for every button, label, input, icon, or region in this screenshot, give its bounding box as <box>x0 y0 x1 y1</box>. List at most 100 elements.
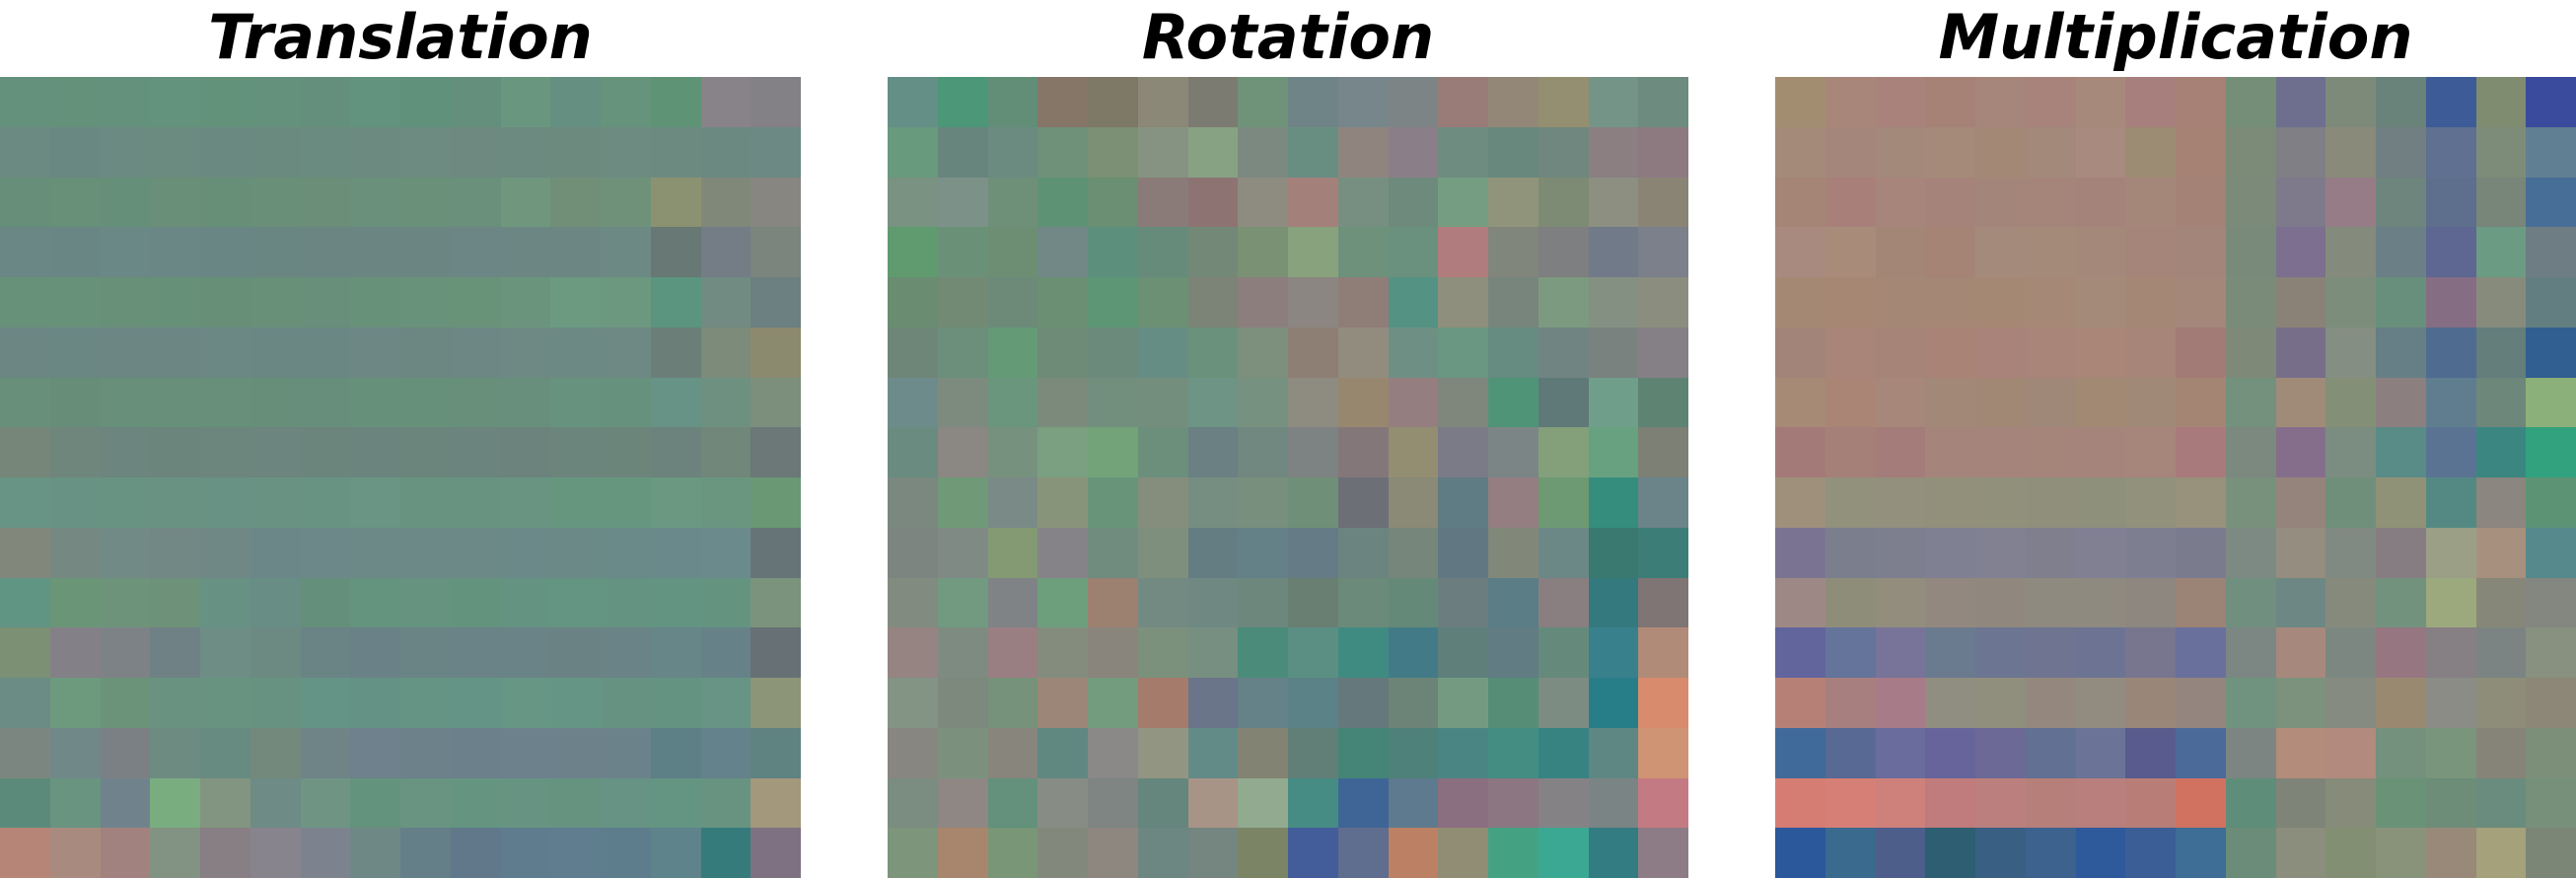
grid-cell <box>1875 828 1926 878</box>
grid-cell <box>2025 377 2076 428</box>
grid-cell <box>987 477 1038 528</box>
grid-cell <box>300 177 351 228</box>
grid-cell <box>500 77 551 127</box>
grid-cell <box>0 377 50 428</box>
grid-cell <box>1875 527 1926 578</box>
grid-cell <box>400 477 451 528</box>
grid-cell <box>650 126 701 178</box>
grid-cell <box>2125 777 2176 829</box>
grid-cell <box>1538 177 1589 228</box>
grid-cell <box>350 427 400 477</box>
grid-cell <box>1638 177 1688 228</box>
grid-cell <box>150 77 200 127</box>
grid-cell <box>650 277 701 328</box>
grid-cell <box>1975 477 2026 528</box>
grid-cell <box>1388 227 1439 277</box>
grid-cell <box>1088 527 1138 578</box>
grid-cell <box>400 828 451 878</box>
grid-cell <box>1775 577 1825 628</box>
grid-cell <box>1925 727 1975 778</box>
grid-cell <box>49 177 101 228</box>
grid-cell <box>550 227 601 277</box>
grid-cell <box>2225 77 2276 127</box>
grid-cell <box>937 527 988 578</box>
grid-cell <box>1825 277 1876 328</box>
grid-cell <box>888 577 938 628</box>
grid-cell <box>1137 527 1188 578</box>
grid-cell <box>2275 126 2326 178</box>
grid-cell <box>650 727 701 778</box>
grid-cell <box>1825 678 1876 728</box>
grid-cell <box>1038 777 1088 829</box>
grid-rotation <box>888 77 1688 878</box>
grid-cell <box>100 577 151 628</box>
grid-cell <box>49 277 101 328</box>
grid-cell <box>2425 277 2476 328</box>
grid-cell <box>350 477 400 528</box>
grid-cell <box>1388 177 1439 228</box>
grid-cell <box>2475 828 2527 878</box>
grid-cell <box>1488 727 1538 778</box>
grid-cell <box>2326 828 2376 878</box>
grid-cell <box>2475 227 2527 277</box>
grid-cell <box>1538 427 1589 477</box>
grid-cell <box>2475 527 2527 578</box>
grid-cell <box>2326 277 2376 328</box>
grid-cell <box>2125 477 2176 528</box>
grid-cell <box>0 277 50 328</box>
grid-cell <box>700 678 751 728</box>
grid-cell <box>1638 427 1688 477</box>
grid-cell <box>1775 77 1825 127</box>
grid-cell <box>49 126 101 178</box>
grid-cell <box>100 727 151 778</box>
grid-cell <box>1588 126 1639 178</box>
grid-cell <box>49 427 101 477</box>
grid-cell <box>2275 678 2326 728</box>
grid-cell <box>1137 427 1188 477</box>
grid-cell <box>1588 77 1639 127</box>
grid-cell <box>2075 77 2126 127</box>
grid-cell <box>700 427 751 477</box>
grid-cell <box>350 828 400 878</box>
grid-cell <box>100 177 151 228</box>
grid-cell <box>2075 577 2126 628</box>
grid-cell <box>1638 678 1688 728</box>
grid-cell <box>1825 828 1876 878</box>
grid-cell <box>1288 126 1338 178</box>
grid-cell <box>650 227 701 277</box>
grid-cell <box>1438 77 1488 127</box>
grid-cell <box>150 177 200 228</box>
grid-cell <box>100 227 151 277</box>
grid-cell <box>1588 177 1639 228</box>
grid-cell <box>2025 427 2076 477</box>
grid-cell <box>2425 777 2476 829</box>
grid-cell <box>49 577 101 628</box>
grid-cell <box>0 477 50 528</box>
grid-cell <box>2025 527 2076 578</box>
grid-cell <box>601 527 651 578</box>
grid-cell <box>2176 327 2226 378</box>
grid-cell <box>250 177 301 228</box>
grid-cell <box>2225 678 2276 728</box>
grid-cell <box>1388 327 1439 378</box>
grid-cell <box>300 727 351 778</box>
grid-cell <box>1588 577 1639 628</box>
grid-cell <box>49 477 101 528</box>
grid-cell <box>1538 277 1589 328</box>
grid-cell <box>1538 727 1589 778</box>
grid-cell <box>200 627 250 678</box>
grid-translation <box>0 77 801 878</box>
grid-cell <box>2425 527 2476 578</box>
grid-cell <box>2425 77 2476 127</box>
grid-cell <box>450 227 501 277</box>
grid-cell <box>500 377 551 428</box>
grid-cell <box>700 527 751 578</box>
grid-cell <box>1088 777 1138 829</box>
grid-cell <box>1975 828 2026 878</box>
grid-cell <box>2326 377 2376 428</box>
grid-cell <box>200 126 250 178</box>
grid-cell <box>1088 327 1138 378</box>
grid-cell <box>550 678 601 728</box>
grid-cell <box>2376 477 2426 528</box>
grid-cell <box>1488 627 1538 678</box>
